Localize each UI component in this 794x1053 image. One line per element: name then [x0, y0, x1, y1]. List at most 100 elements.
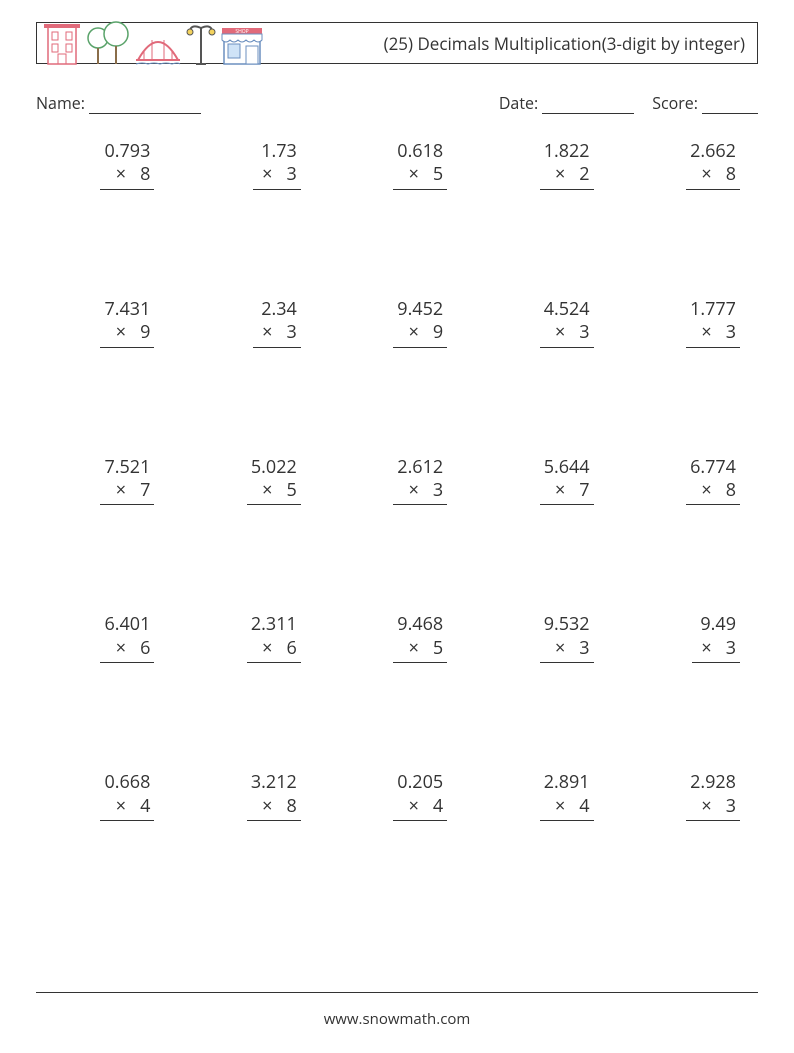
multiplier: 5: [287, 478, 297, 502]
name-label-text: Name:: [36, 92, 85, 114]
problem: 2.612× 3: [329, 456, 465, 506]
multiplicand: 3.212: [247, 771, 301, 794]
multiply-sign: ×: [701, 637, 711, 660]
shop-icon: SHOP: [220, 20, 264, 66]
problem-body: 1.73× 3: [253, 140, 301, 190]
multiplier-row: × 4: [540, 795, 594, 821]
multiplier-row: × 3: [686, 795, 740, 821]
problem-body: 6.774× 8: [686, 456, 740, 506]
multiplier: 2: [579, 162, 589, 186]
multiplier-row: × 5: [247, 479, 301, 505]
multiplier: 3: [579, 320, 589, 344]
score-blank[interactable]: [702, 97, 758, 114]
multiply-sign: ×: [262, 637, 272, 660]
multiplier: 3: [433, 478, 443, 502]
multiplier: 8: [140, 162, 150, 186]
problem-body: 5.644× 7: [540, 456, 594, 506]
multiply-sign: ×: [116, 637, 126, 660]
problem: 9.468× 5: [329, 613, 465, 663]
multiplier-row: × 7: [100, 479, 154, 505]
multiply-sign: ×: [116, 795, 126, 818]
multiplier-row: × 3: [540, 637, 594, 663]
multiplier: 3: [579, 636, 589, 660]
multiplicand: 0.793: [100, 140, 154, 163]
multiply-sign: ×: [555, 163, 565, 186]
date-label-text: Date:: [499, 92, 538, 114]
problem: 1.777× 3: [622, 298, 758, 348]
name-label: Name:: [36, 92, 201, 114]
problem-body: 0.793× 8: [100, 140, 154, 190]
multiplicand: 6.774: [686, 456, 740, 479]
problem-body: 1.822× 2: [540, 140, 594, 190]
multiplier: 8: [726, 478, 736, 502]
multiplier: 5: [433, 162, 443, 186]
multiplicand: 2.311: [247, 613, 301, 636]
problem: 6.401× 6: [36, 613, 172, 663]
problem: 3.212× 8: [182, 771, 318, 821]
problem-body: 3.212× 8: [247, 771, 301, 821]
multiply-sign: ×: [701, 795, 711, 818]
multiplier: 4: [140, 794, 150, 818]
problem-body: 9.532× 3: [540, 613, 594, 663]
multiply-sign: ×: [409, 479, 419, 502]
multiply-sign: ×: [701, 321, 711, 344]
multiplier-row: × 8: [686, 479, 740, 505]
name-blank[interactable]: [89, 97, 201, 114]
multiplier: 3: [726, 320, 736, 344]
multiplier-row: × 2: [540, 163, 594, 189]
multiplicand: 2.34: [253, 298, 301, 321]
multiplicand: 1.73: [253, 140, 301, 163]
multiplier-row: × 3: [393, 479, 447, 505]
multiplier: 6: [287, 636, 297, 660]
multiplier: 3: [287, 320, 297, 344]
multiplier: 3: [726, 636, 736, 660]
multiplicand: 0.618: [393, 140, 447, 163]
multiply-sign: ×: [555, 321, 565, 344]
multiplier-row: × 9: [100, 321, 154, 347]
multiplier: 9: [433, 320, 443, 344]
multiplier-row: × 3: [253, 163, 301, 189]
multiplier-row: × 9: [393, 321, 447, 347]
multiply-sign: ×: [555, 795, 565, 818]
multiplier-row: × 8: [100, 163, 154, 189]
multiplier-row: × 4: [100, 795, 154, 821]
multiplier: 8: [287, 794, 297, 818]
footer-rule: [36, 992, 758, 993]
page-footer: www.snowmath.com: [0, 992, 794, 1029]
multiplier: 7: [579, 478, 589, 502]
multiplier: 5: [433, 636, 443, 660]
problem-body: 9.49× 3: [692, 613, 740, 663]
problem-body: 9.452× 9: [393, 298, 447, 348]
multiplier-row: × 3: [253, 321, 301, 347]
problem-body: 4.524× 3: [540, 298, 594, 348]
multiplicand: 5.644: [540, 456, 594, 479]
multiplier: 6: [140, 636, 150, 660]
multiplicand: 9.49: [692, 613, 740, 636]
multiply-sign: ×: [701, 479, 711, 502]
multiply-sign: ×: [409, 321, 419, 344]
problem: 9.49× 3: [622, 613, 758, 663]
multiply-sign: ×: [701, 163, 711, 186]
multiplicand: 5.022: [247, 456, 301, 479]
problem: 9.532× 3: [475, 613, 611, 663]
multiplicand: 9.468: [393, 613, 447, 636]
header-icons: SHOP: [42, 18, 264, 66]
multiply-sign: ×: [262, 163, 272, 186]
problem: 2.891× 4: [475, 771, 611, 821]
multiplicand: 1.822: [540, 140, 594, 163]
trees-icon: [86, 20, 130, 66]
problem: 2.662× 8: [622, 140, 758, 190]
multiplier-row: × 7: [540, 479, 594, 505]
multiplier-row: × 5: [393, 163, 447, 189]
date-blank[interactable]: [542, 97, 634, 114]
multiplier: 4: [433, 794, 443, 818]
problem-body: 1.777× 3: [686, 298, 740, 348]
problem-body: 2.612× 3: [393, 456, 447, 506]
problem-body: 0.618× 5: [393, 140, 447, 190]
multiplier-row: × 8: [247, 795, 301, 821]
problem-body: 7.431× 9: [100, 298, 154, 348]
problem: 0.205× 4: [329, 771, 465, 821]
problem-body: 2.311× 6: [247, 613, 301, 663]
problem-body: 2.891× 4: [540, 771, 594, 821]
problem: 1.73× 3: [182, 140, 318, 190]
